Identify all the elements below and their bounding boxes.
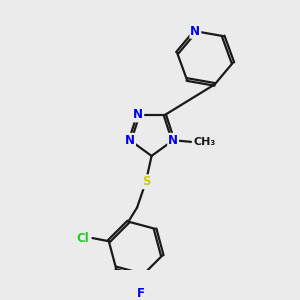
Text: Cl: Cl [76,232,89,244]
Text: N: N [190,25,200,38]
Text: CH₃: CH₃ [193,137,215,147]
Text: N: N [133,109,143,122]
Text: F: F [137,287,145,300]
Text: N: N [125,134,135,147]
Text: S: S [142,175,150,188]
Text: N: N [168,134,178,147]
